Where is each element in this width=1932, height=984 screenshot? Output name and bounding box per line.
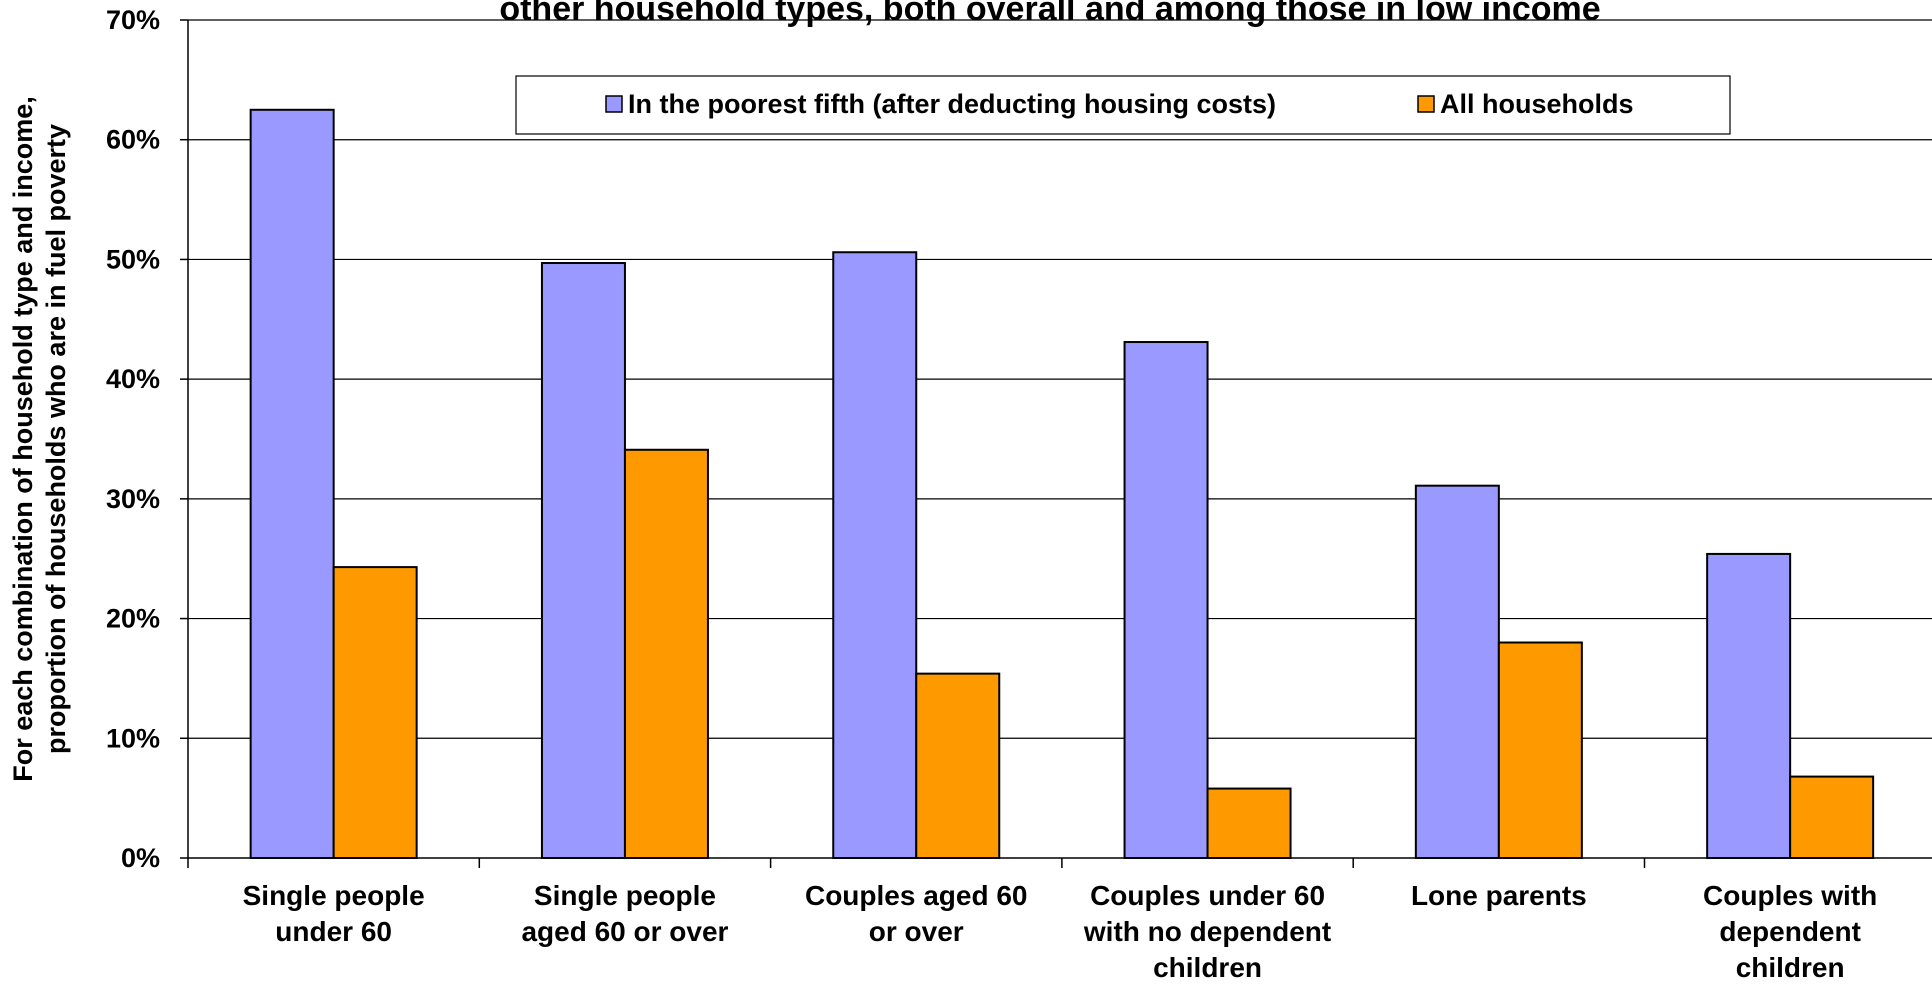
bar-poorest-fifth	[249, 108, 335, 860]
x-category-label: Couples under 60	[1090, 880, 1325, 911]
x-category-label: Single people	[534, 880, 716, 911]
x-category-label: under 60	[275, 916, 392, 947]
bars	[249, 108, 1875, 860]
bar-poorest-fifth	[540, 262, 626, 859]
x-category-label: children	[1736, 952, 1845, 983]
y-tick-label: 50%	[106, 244, 160, 274]
bar-poorest-fifth	[832, 251, 918, 859]
y-tick-label: 20%	[106, 604, 160, 634]
bar-poorest-fifth	[1414, 484, 1500, 859]
bar-all-households	[623, 448, 709, 859]
y-tick-label: 10%	[106, 723, 160, 753]
y-axis-label-line: For each combination of household type a…	[8, 96, 38, 782]
legend-swatch	[1417, 95, 1435, 113]
legend-label: All households	[1440, 89, 1634, 119]
x-category-label: children	[1153, 952, 1262, 983]
y-tick-label: 0%	[121, 843, 160, 873]
x-category-labels: Single people under 60 Single people aged 6…	[243, 880, 1878, 983]
y-tick-label: 30%	[106, 484, 160, 514]
y-axis-label: For each combination of household type a…	[8, 96, 71, 782]
y-tick-label: 40%	[106, 364, 160, 394]
chart-title: other household types, both overall and …	[499, 0, 1600, 28]
legend: In the poorest fifth (after deducting ho…	[515, 75, 1731, 135]
bar-all-households	[332, 566, 418, 859]
x-category-label: dependent	[1719, 916, 1861, 947]
x-category-label: with no dependent	[1083, 916, 1331, 947]
y-tick-label: 60%	[106, 125, 160, 155]
x-category-label: Couples aged 60	[805, 880, 1028, 911]
bar-all-households	[1497, 641, 1583, 859]
x-category-label: Couples with	[1703, 880, 1877, 911]
x-category-label: Single people	[243, 880, 425, 911]
axes	[180, 19, 1932, 868]
bar-all-households	[1206, 787, 1292, 860]
legend-swatch	[605, 95, 623, 113]
bar-poorest-fifth	[1706, 552, 1792, 859]
y-tick-label: 70%	[106, 5, 160, 35]
gridlines	[188, 19, 1932, 739]
x-category-label: or over	[869, 916, 964, 947]
bar-poorest-fifth	[1123, 341, 1209, 859]
x-category-label: Lone parents	[1411, 880, 1587, 911]
y-axis-label-line: proportion of households who are in fuel…	[41, 124, 71, 754]
legend-box	[515, 75, 1731, 135]
legend-label: In the poorest fifth (after deducting ho…	[628, 89, 1276, 119]
bar-all-households	[915, 672, 1001, 860]
bar-all-households	[1789, 775, 1875, 860]
y-tick-labels: 0% 10% 20% 30% 40% 50% 60% 70%	[106, 5, 160, 873]
x-category-label: aged 60 or over	[521, 916, 728, 947]
